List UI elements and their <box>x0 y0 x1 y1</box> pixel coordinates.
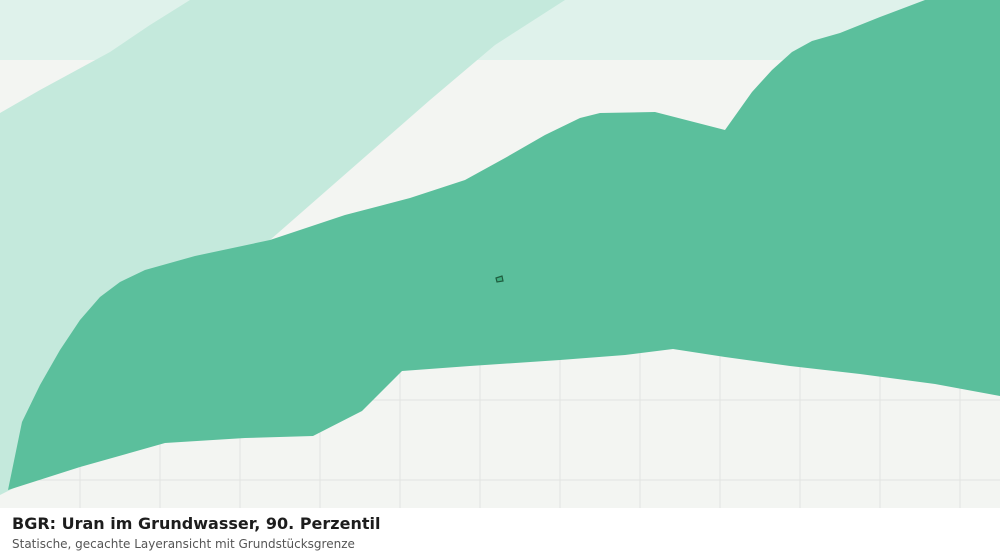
map-view[interactable] <box>0 0 1000 508</box>
uranium-zone-main[interactable] <box>8 0 1000 490</box>
layer-subtitle: Statische, gecachte Layeransicht mit Gru… <box>12 537 355 551</box>
map-caption: BGR: Uran im Grundwasser, 90. Perzentil … <box>0 508 1000 560</box>
property-boundary[interactable] <box>495 275 504 283</box>
layer-title: BGR: Uran im Grundwasser, 90. Perzentil <box>12 514 381 533</box>
map-canvas[interactable] <box>0 0 1000 508</box>
